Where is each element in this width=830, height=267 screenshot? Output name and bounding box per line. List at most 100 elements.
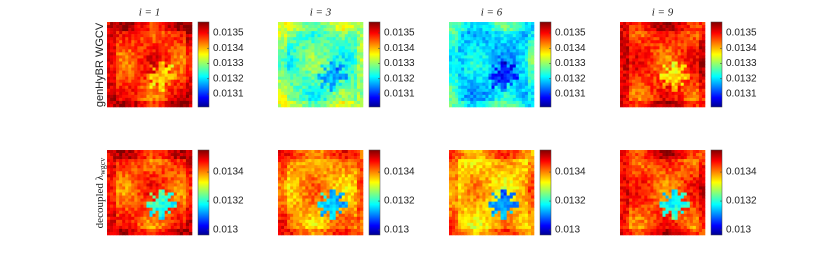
heatmap-cell (183, 193, 186, 196)
heatmap-cell (464, 208, 467, 211)
heatmap-cell (620, 95, 623, 98)
heatmap-cell (324, 208, 327, 211)
heatmap-cell (522, 61, 525, 64)
heatmap-cell (473, 55, 476, 58)
heatmap-cell (461, 55, 464, 58)
heatmap-cell (495, 46, 498, 49)
heatmap-cell (165, 34, 168, 37)
heatmap-cell (125, 226, 128, 229)
heatmap-cell (110, 83, 113, 86)
heatmap-cell (470, 208, 473, 211)
heatmap-cell (308, 156, 311, 159)
heatmap-cell (458, 156, 461, 159)
heatmap-cell (189, 226, 192, 229)
heatmap-cell (317, 65, 320, 68)
heatmap-cell (348, 174, 351, 177)
heatmap-cell (476, 71, 479, 74)
heatmap-cell (696, 34, 699, 37)
heatmap-cell (314, 186, 317, 189)
heatmap-cell (284, 189, 287, 192)
heatmap-cell (522, 43, 525, 46)
heatmap-cell (464, 104, 467, 107)
heatmap-cell (513, 104, 516, 107)
heatmap-cell (470, 25, 473, 28)
heatmap-cell (293, 80, 296, 83)
heatmap-cell (333, 229, 336, 232)
heatmap-cell (452, 174, 455, 177)
heatmap-cell (290, 86, 293, 89)
heatmap-cell (461, 43, 464, 46)
heatmap-cell (351, 232, 354, 235)
heatmap-cell (333, 46, 336, 49)
heatmap-cell (449, 171, 452, 174)
heatmap-cell (324, 65, 327, 68)
heatmap-cell (510, 58, 513, 61)
heatmap-cell (449, 43, 452, 46)
heatmap-cell (345, 186, 348, 189)
heatmap-cell (342, 104, 345, 107)
heatmap-cell (314, 46, 317, 49)
heatmap-cell (186, 189, 189, 192)
colorbar-tick-label: 0.0132 (213, 196, 244, 207)
heatmap-cell (168, 226, 171, 229)
heatmap-cell (507, 31, 510, 34)
heatmap-cell (110, 55, 113, 58)
heatmap-cell (153, 202, 156, 205)
heatmap-cell (174, 74, 177, 77)
heatmap-cell (461, 189, 464, 192)
heatmap-cell (159, 86, 162, 89)
heatmap-cell (681, 31, 684, 34)
heatmap-cell (113, 101, 116, 104)
heatmap-cell (134, 208, 137, 211)
heatmap-cell (650, 83, 653, 86)
heatmap-cell (168, 46, 171, 49)
heatmap-cell (321, 37, 324, 40)
heatmap-cell (116, 159, 119, 162)
heatmap-cell (650, 74, 653, 77)
heatmap-cell (354, 168, 357, 171)
heatmap-cell (360, 52, 363, 55)
heatmap-cell (672, 98, 675, 101)
heatmap-cell (333, 214, 336, 217)
heatmap-cell (140, 205, 143, 208)
heatmap-cell (327, 162, 330, 165)
heatmap-cell (180, 55, 183, 58)
heatmap-cell (107, 193, 110, 196)
heatmap-cell (113, 40, 116, 43)
heatmap-cell (669, 58, 672, 61)
heatmap-cell (357, 229, 360, 232)
heatmap-cell (479, 74, 482, 77)
heatmap-cell (321, 86, 324, 89)
heatmap-cell (107, 55, 110, 58)
heatmap-cell (281, 174, 284, 177)
heatmap-cell (311, 37, 314, 40)
heatmap-cell (345, 74, 348, 77)
heatmap-cell (296, 89, 299, 92)
heatmap-cell (293, 83, 296, 86)
heatmap-cell (470, 22, 473, 25)
heatmap-cell (321, 104, 324, 107)
heatmap-cell (348, 217, 351, 220)
heatmap-cell (513, 86, 516, 89)
heatmap-cell (339, 150, 342, 153)
heatmap-cell (495, 37, 498, 40)
heatmap-cell (696, 65, 699, 68)
heatmap-cell (125, 49, 128, 52)
heatmap-cell (467, 232, 470, 235)
heatmap-cell (345, 101, 348, 104)
heatmap-cell (455, 77, 458, 80)
heatmap-cell (131, 98, 134, 101)
heatmap-cell (330, 199, 333, 202)
heatmap-cell (113, 86, 116, 89)
heatmap-cell (122, 71, 125, 74)
heatmap-cell (162, 220, 165, 223)
heatmap-cell (314, 171, 317, 174)
heatmap-cell (702, 40, 705, 43)
heatmap-cell (485, 65, 488, 68)
heatmap-cell (455, 101, 458, 104)
heatmap-cell (354, 22, 357, 25)
heatmap-cell (519, 83, 522, 86)
heatmap-cell (189, 86, 192, 89)
heatmap-cell (681, 71, 684, 74)
heatmap-cell (336, 186, 339, 189)
